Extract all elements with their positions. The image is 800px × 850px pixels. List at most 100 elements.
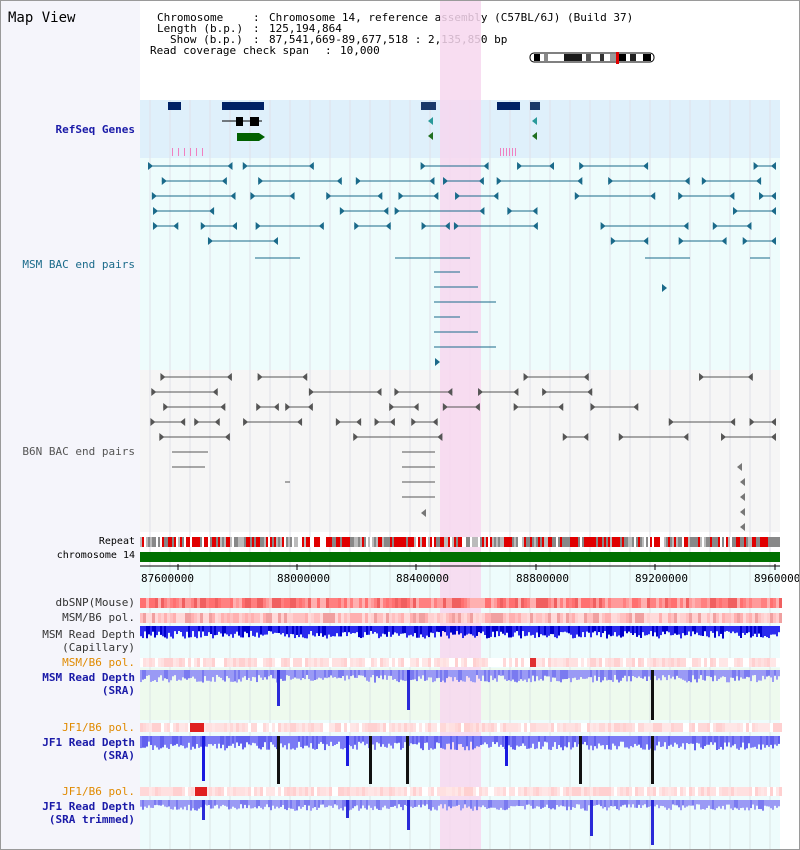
depth-bar <box>564 800 566 807</box>
depth-bar <box>588 736 590 750</box>
heat-cell <box>683 723 686 732</box>
repeat-mark <box>420 537 422 547</box>
depth-bar <box>704 670 706 681</box>
repeat-mark <box>514 537 516 547</box>
repeat-mark <box>470 537 472 547</box>
heat-cell <box>389 723 392 732</box>
bac-end <box>227 162 233 170</box>
depth-bar <box>234 800 236 808</box>
heat-cell <box>710 613 713 623</box>
heat-cell <box>167 613 170 623</box>
bac-end <box>740 508 745 516</box>
depth-bar <box>758 800 760 810</box>
heat-cell <box>419 658 422 667</box>
repeat-mark <box>630 537 632 547</box>
depth-bar <box>410 736 412 744</box>
depth-bar <box>570 736 572 750</box>
depth-bar <box>224 736 226 751</box>
depth-bar <box>250 670 252 681</box>
heat-cell <box>740 613 743 623</box>
depth-bar <box>634 626 636 634</box>
depth-bar <box>360 626 362 639</box>
heat-cell <box>317 613 320 623</box>
repeat-mark <box>592 537 594 547</box>
repeat-mark <box>608 537 610 547</box>
heat-cell <box>224 787 227 796</box>
depth-bar <box>680 670 682 679</box>
heat-cell <box>491 723 494 732</box>
heat-cell <box>569 598 572 608</box>
depth-bar <box>194 626 196 637</box>
depth-bar <box>502 736 504 747</box>
depth-bar <box>402 736 404 749</box>
heat-cell <box>692 598 695 608</box>
heat-cell <box>431 598 434 608</box>
repeat-mark <box>478 537 480 547</box>
depth-bar <box>180 626 182 632</box>
bac-end <box>643 237 649 245</box>
depth-bar <box>760 736 762 750</box>
depth-bar <box>158 736 160 750</box>
depth-bar <box>218 626 220 632</box>
depth-bar <box>720 626 722 634</box>
repeat-mark <box>316 537 318 547</box>
depth-bar <box>478 626 480 633</box>
repeat-mark <box>530 537 532 547</box>
bac-end <box>447 388 453 396</box>
heat-cell <box>587 658 590 667</box>
heat-cell <box>452 658 455 667</box>
heat-cell <box>563 787 566 796</box>
heat-cell <box>284 598 287 608</box>
depth-bar <box>718 736 720 750</box>
depth-bar <box>532 626 534 635</box>
depth-bar <box>530 626 532 636</box>
heat-cell <box>305 787 308 796</box>
depth-bar <box>464 670 466 682</box>
depth-bar <box>480 626 482 634</box>
heat-cell <box>146 613 149 623</box>
heat-cell <box>548 787 551 796</box>
repeat-mark <box>642 537 644 547</box>
heat-cell <box>608 598 611 608</box>
depth-bar <box>298 736 300 742</box>
heat-cell <box>683 658 686 667</box>
heat-cell <box>548 598 551 608</box>
depth-bar <box>256 626 258 633</box>
heat-cell <box>290 613 293 623</box>
depth-bar <box>710 670 712 678</box>
chromosome-ideogram[interactable] <box>528 52 658 64</box>
depth-bar <box>492 800 494 808</box>
depth-bar <box>172 670 174 677</box>
heat-cell <box>332 723 335 732</box>
repeat-mark <box>624 537 626 547</box>
depth-bar <box>448 736 450 744</box>
heat-cell <box>323 723 326 732</box>
heat-cell <box>188 658 191 667</box>
heat-cell <box>206 787 209 796</box>
depth-bar <box>552 626 554 635</box>
depth-bar <box>740 800 742 809</box>
repeat-mark <box>582 537 584 547</box>
heat-cell <box>173 723 176 732</box>
heat-cell <box>374 658 377 667</box>
heat-cell <box>689 787 692 796</box>
heat-cell <box>659 613 662 623</box>
heat-cell <box>326 613 329 623</box>
heat-cell <box>773 723 776 732</box>
depth-bar <box>514 626 516 633</box>
depth-bar <box>344 626 346 633</box>
heat-cell <box>554 723 557 732</box>
depth-bar <box>280 626 282 635</box>
depth-bar <box>336 736 338 744</box>
heat-cell <box>248 598 251 608</box>
depth-bar <box>710 626 712 632</box>
depth-bar <box>156 626 158 636</box>
depth-bar <box>756 670 758 683</box>
heat-cell <box>368 787 371 796</box>
heat-cell <box>440 598 443 608</box>
heat-cell <box>323 598 326 608</box>
heat-cell <box>605 613 608 623</box>
depth-bar <box>428 800 430 810</box>
depth-bar <box>370 800 372 808</box>
